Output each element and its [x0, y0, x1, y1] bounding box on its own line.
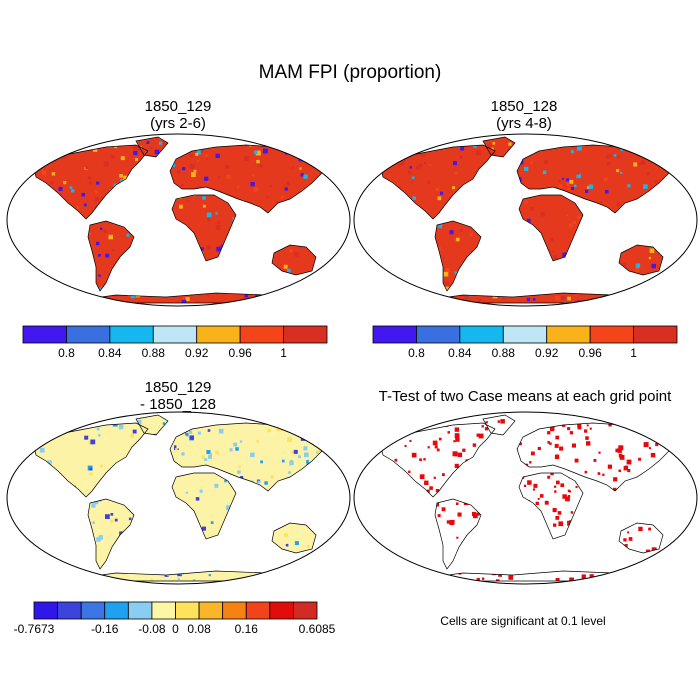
map-difference [6, 411, 351, 585]
colorbar-swatch [33, 601, 58, 620]
panel-title-line2: (yrs 4-8) [496, 115, 552, 132]
land-eurasia [517, 423, 681, 491]
colorbar-tick-label: 0.08 [187, 622, 211, 636]
map-border [353, 133, 698, 307]
colorbar-swatch [66, 325, 111, 344]
colorbar-tick-label: 0.88 [142, 346, 166, 360]
land-eurasia [170, 145, 334, 213]
land-south_america [88, 221, 134, 291]
colorbar-swatch [127, 601, 153, 620]
colorbar-swatch [546, 325, 591, 344]
colorbar-tick-label: 0.96 [578, 346, 602, 360]
land-north_america [34, 423, 148, 497]
colorbar-swatch [269, 601, 294, 620]
colorbar-swatch [459, 325, 504, 344]
colorbar-tick-label: 0.92 [185, 346, 209, 360]
colorbar-tick-label: -0.08 [138, 622, 166, 636]
map-border [6, 411, 351, 585]
colorbar-tick-label: 0.84 [98, 346, 122, 360]
colorbar-tick-label: 0.88 [492, 346, 516, 360]
colorbar-swatch [152, 325, 198, 344]
colorbar-swatch [109, 325, 154, 344]
colorbar-tick-label: -0.7673 [14, 622, 55, 636]
colorbar-tick-label: 0.6085 [299, 622, 336, 636]
main-title: MAM FPI (proportion) [258, 62, 442, 83]
colorbar-tick-label: 0.96 [228, 346, 252, 360]
colorbar-swatch [416, 325, 461, 344]
colorbar-tick-label: 0.92 [535, 346, 559, 360]
map-fpi-1850-129 [6, 133, 351, 307]
panel-title-line2: - 1850_128 [140, 396, 216, 413]
land-africa [172, 473, 236, 539]
panel-title-line2: (yrs 2-6) [150, 115, 206, 132]
panel-title-top-left: 1850_129 (yrs 2-6) [28, 98, 328, 132]
colorbar-swatch [633, 325, 678, 344]
colorbar-tick-label: 1 [630, 346, 637, 360]
panel-title-line1: 1850_129 [144, 379, 212, 396]
land-australia [619, 523, 663, 553]
land-africa [172, 195, 236, 261]
land-australia [272, 245, 316, 275]
land-south_america [435, 499, 481, 569]
colorbar-swatch [245, 601, 271, 620]
land-africa [519, 195, 583, 261]
colorbar-swatch [198, 601, 224, 620]
colorbar-swatch [293, 601, 318, 620]
colorbar-swatch [80, 601, 106, 620]
colorbar-swatch [22, 325, 67, 344]
colorbar-tick-label: 0 [172, 622, 179, 636]
panel-title-line1: 1850_128 [490, 98, 558, 115]
map-fpi-1850-128 [353, 133, 698, 307]
colorbar-swatch [239, 325, 284, 344]
colorbar-swatch [57, 601, 82, 620]
colorbar-swatch [502, 325, 548, 344]
colorbar-swatch [283, 325, 328, 344]
land-australia [272, 523, 316, 553]
panel-title-line1: T-Test of two Case means at each grid po… [378, 388, 672, 405]
colorbar-swatch [196, 325, 241, 344]
colorbar-swatch [175, 601, 200, 620]
colorbar-swatch [589, 325, 634, 344]
colorbar-tick-label: -0.16 [91, 622, 119, 636]
colorbar-swatch [104, 601, 129, 620]
map-border [6, 133, 351, 307]
colorbar-fpi-right: 0.8 0.84 0.88 0.92 0.96 1 [372, 325, 678, 360]
land-south_america [88, 499, 134, 569]
colorbar-tick-label: 1 [280, 346, 287, 360]
panel-title-line1: 1850_129 [144, 98, 212, 115]
significance-note: Cells are significant at 0.1 level [440, 614, 606, 628]
colorbar-tick-label: 0.8 [408, 346, 425, 360]
colorbar-tick-label: 0.84 [448, 346, 472, 360]
colorbar-tick-label: 0.8 [58, 346, 75, 360]
map-ttest [353, 411, 698, 585]
panel-title-top-right: 1850_128 (yrs 4-8) [374, 98, 674, 132]
land-eurasia [517, 145, 681, 213]
panel-title-bottom-left: 1850_129 - 1850_128 [28, 379, 328, 413]
colorbar-difference: -0.7673 -0.16 -0.08 0 0.08 0.16 0.6085 [14, 601, 336, 636]
map-border [353, 411, 698, 585]
colorbar-fpi-left: 0.8 0.84 0.88 0.92 0.96 1 [22, 325, 328, 360]
land-north_america [381, 145, 495, 219]
colorbar-tick-label: 0.16 [235, 622, 259, 636]
panel-title-bottom-right: T-Test of two Case means at each grid po… [355, 388, 695, 405]
colorbar-swatch [151, 601, 176, 620]
colorbar-swatch [222, 601, 247, 620]
colorbar-swatch [372, 325, 417, 344]
